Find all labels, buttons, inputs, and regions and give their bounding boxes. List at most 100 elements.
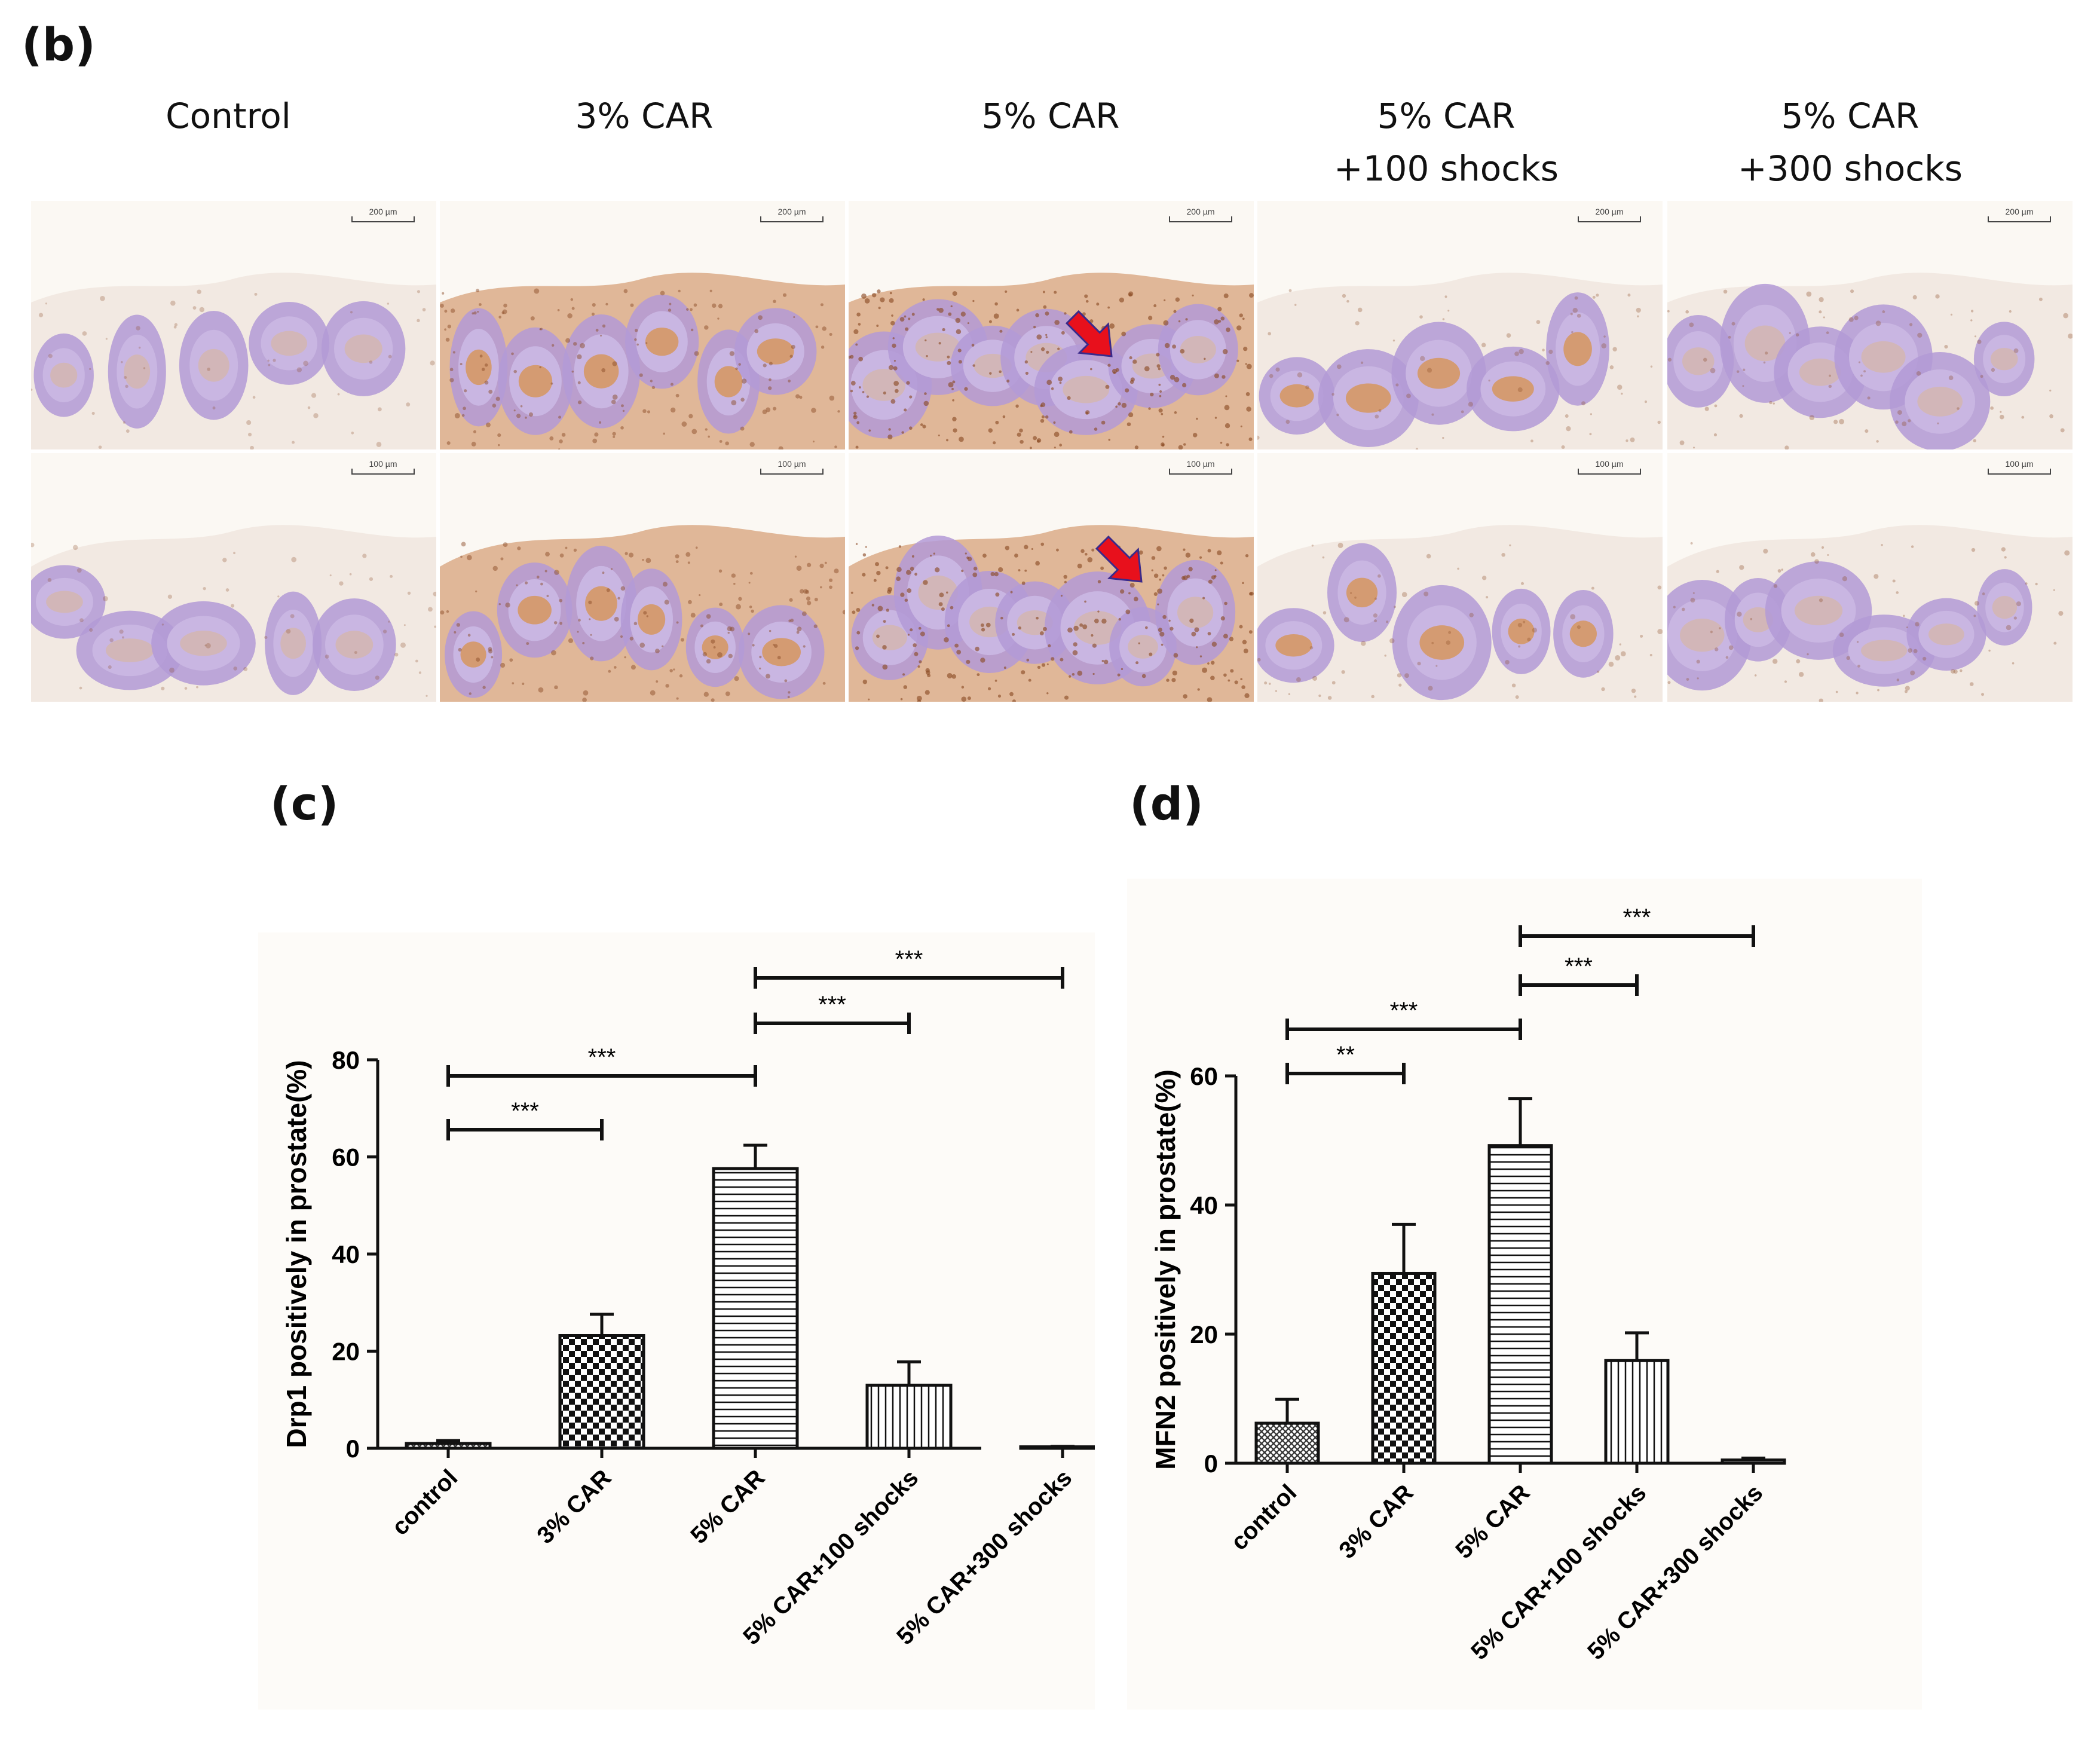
scale-bar: 100 µm	[351, 459, 415, 479]
significance-bracket: ***	[446, 1044, 757, 1087]
y-tick-label: 60	[1190, 1062, 1218, 1090]
chart-d: 0 20 40 60 MFN2 positively in prostate(%) con…	[1127, 879, 1922, 1710]
scale-bar: 200 µm	[351, 207, 415, 227]
histology-image: 200 µm	[1257, 201, 1663, 449]
bar	[865, 1383, 953, 1450]
chart-c-svg: 0 20 40 60 80 Drp1 positively in prostate(%) c…	[281, 946, 1095, 1650]
scale-bar-label: 200 µm	[2005, 207, 2034, 216]
scale-bar: 100 µm	[1169, 459, 1232, 479]
y-axis-label: Drp1 positively in prostate(%)	[281, 1060, 312, 1448]
y-tick-label: 60	[332, 1143, 360, 1172]
scale-bar: 100 µm	[1578, 459, 1641, 479]
histology-image: 100 µm	[440, 453, 845, 702]
scale-bar-line	[351, 216, 415, 222]
x-tick-label: 5% CAR	[1450, 1479, 1535, 1564]
significance-bracket: **	[1285, 1042, 1406, 1084]
histology-image: 100 µm	[31, 453, 436, 702]
significance-label: ***	[895, 946, 923, 973]
histology-image: 200 µm	[1667, 201, 2073, 449]
significance-label: ***	[1390, 998, 1418, 1024]
chart-d-svg: 0 20 40 60 MFN2 positively in prostate(%) con…	[1150, 904, 1786, 1665]
tissue-illustration	[1667, 525, 2073, 702]
column-label-5pct-car: 5% CAR	[981, 96, 1120, 136]
scale-bar-label: 100 µm	[777, 459, 806, 469]
scale-bar-line	[1578, 469, 1641, 475]
column-label-3pct-car: 3% CAR	[575, 96, 714, 136]
y-tick-label: 20	[332, 1338, 360, 1366]
scale-bar-line	[760, 469, 824, 475]
bar	[405, 1442, 492, 1450]
scale-bar-label: 100 µm	[2005, 459, 2034, 469]
scale-bar-label: 100 µm	[1186, 459, 1215, 469]
tissue-illustration	[849, 273, 1254, 449]
scale-bar-label: 200 µm	[369, 207, 397, 216]
scale-bar: 200 µm	[760, 207, 824, 227]
histology-image: 100 µm	[849, 453, 1254, 702]
scale-bar: 100 µm	[1988, 459, 2051, 479]
column-label-control: Control	[166, 96, 291, 136]
x-tick-label: 5% CAR+300 shocks	[892, 1464, 1077, 1650]
scale-bar: 100 µm	[760, 459, 824, 479]
x-tick-label: 5% CAR	[685, 1464, 770, 1549]
bar	[1254, 1421, 1320, 1465]
bar	[1604, 1359, 1670, 1465]
y-tick-label: 20	[1190, 1320, 1218, 1348]
scale-bar-line	[760, 216, 824, 222]
significance-label: ***	[818, 992, 846, 1018]
panel-label-c: (c)	[270, 777, 339, 830]
x-tick-label: 5% CAR+100 shocks	[738, 1464, 923, 1650]
significance-bracket: ***	[754, 946, 1064, 989]
significance-label: ***	[1565, 953, 1593, 980]
y-axis-label: MFN2 positively in prostate(%)	[1150, 1069, 1181, 1470]
red-arrow-icon	[1065, 310, 1113, 357]
scale-bar-line	[1988, 469, 2051, 475]
significance-bracket: ***	[1519, 953, 1639, 996]
bar	[1721, 1458, 1786, 1465]
chart-c: 0 20 40 60 80 Drp1 positively in prostate(%) c…	[258, 932, 1095, 1710]
column-label-5pct-car-300: 5% CAR +300 shocks	[1738, 96, 1963, 189]
significance-bracket: ***	[754, 992, 911, 1034]
histology-image: 200 µm	[849, 201, 1254, 449]
histology-image: 200 µm	[31, 201, 436, 449]
panel-label-d: (d)	[1129, 777, 1204, 830]
x-tick-label: control	[1226, 1479, 1302, 1555]
y-tick-label: 80	[332, 1046, 360, 1074]
tissue-illustration	[31, 273, 436, 449]
red-arrow-icon	[1095, 535, 1143, 583]
x-tick-label: 3% CAR	[1334, 1479, 1418, 1564]
scale-bar-label: 100 µm	[1595, 459, 1624, 469]
scale-bar-label: 100 µm	[369, 459, 397, 469]
scale-bar-label: 200 µm	[777, 207, 806, 216]
histology-image: 200 µm	[440, 201, 845, 449]
scale-bar-line	[1578, 216, 1641, 222]
tissue-illustration	[1257, 525, 1663, 702]
bar	[1371, 1271, 1437, 1465]
significance-label: ***	[1623, 904, 1651, 931]
tissue-illustration	[440, 273, 845, 449]
tissue-illustration	[31, 525, 436, 702]
scale-bar: 200 µm	[1169, 207, 1232, 227]
scale-bar: 200 µm	[1578, 207, 1641, 227]
significance-label: **	[1336, 1042, 1355, 1068]
bar	[1487, 1144, 1553, 1465]
histology-image: 100 µm	[1257, 453, 1663, 702]
tissue-illustration	[1667, 273, 2073, 449]
significance-label: ***	[588, 1044, 616, 1071]
panel-label-b: (b)	[22, 18, 96, 71]
bar	[712, 1167, 799, 1450]
column-label-5pct-car-100: 5% CAR +100 shocks	[1334, 96, 1559, 189]
tissue-illustration	[1257, 273, 1663, 449]
x-tick-label: control	[387, 1464, 463, 1540]
significance-bracket: ***	[1519, 904, 1755, 947]
scale-bar-label: 200 µm	[1595, 207, 1624, 216]
y-tick-label: 40	[332, 1240, 360, 1268]
y-tick-label: 0	[1204, 1449, 1218, 1478]
y-tick-label: 40	[1190, 1191, 1218, 1219]
y-tick-label: 0	[346, 1435, 360, 1463]
significance-bracket: ***	[446, 1098, 604, 1140]
scale-bar: 200 µm	[1988, 207, 2051, 227]
scale-bar-label: 200 µm	[1186, 207, 1215, 216]
scale-bar-line	[1988, 216, 2051, 222]
tissue-illustration	[440, 525, 845, 702]
bar	[558, 1334, 645, 1450]
